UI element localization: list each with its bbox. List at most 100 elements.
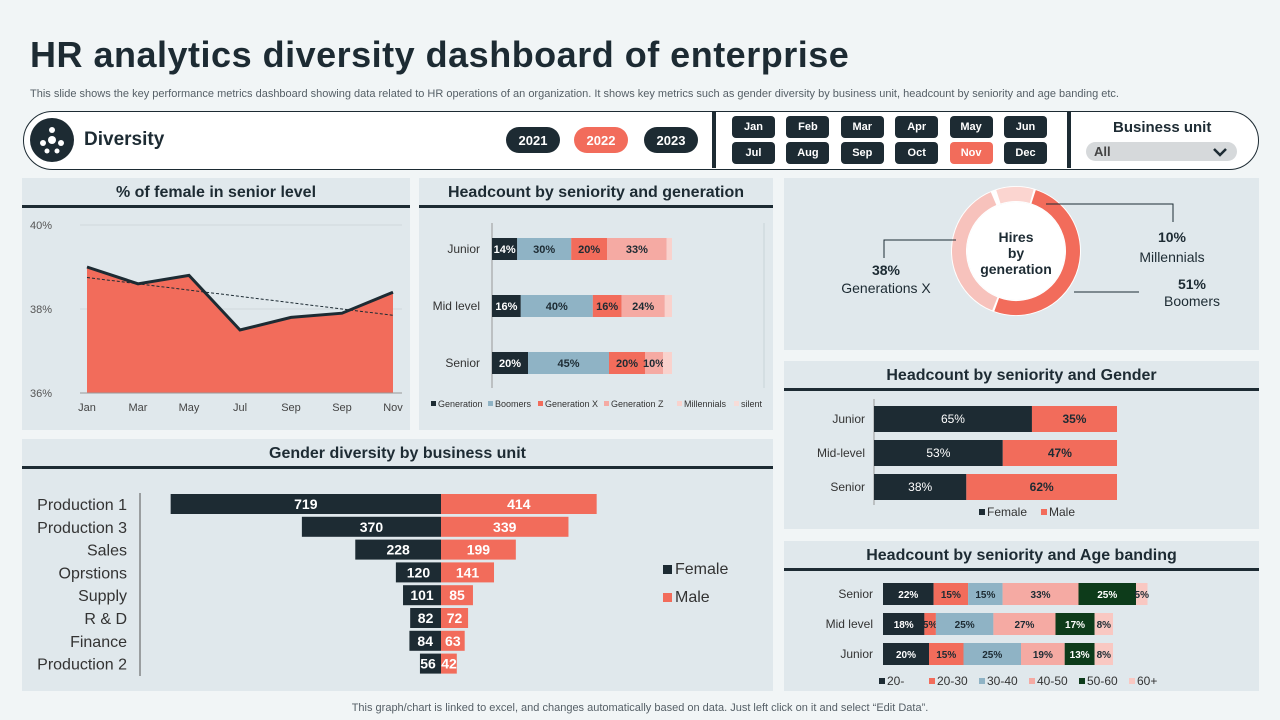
- legend-label: Male: [675, 589, 710, 606]
- data-label: 15%: [975, 590, 995, 601]
- bar-segment: [609, 352, 645, 374]
- data-label: 40%: [546, 301, 568, 313]
- month-sep-button[interactable]: Sep: [840, 142, 884, 164]
- x-tick-label: Nov: [383, 402, 403, 414]
- data-label: 47%: [1048, 446, 1072, 460]
- female-value-label: 56: [420, 656, 436, 672]
- bar-segment: [1021, 643, 1065, 665]
- bar-segment: [874, 474, 967, 500]
- legend-swatch: [488, 401, 493, 406]
- bar-segment: [883, 643, 929, 665]
- month-dec-button[interactable]: Dec: [1004, 142, 1047, 164]
- bar-segment: [663, 352, 672, 374]
- bar-segment: [607, 238, 667, 260]
- data-label: 13%: [1070, 650, 1090, 661]
- legend-swatch: [979, 509, 985, 515]
- seniority-generation-chart: Junior 14% 30% 20% 33% Mid level 16% 40% 16% 24% S…: [431, 223, 765, 409]
- month-may-button[interactable]: May: [949, 116, 993, 138]
- legend-swatch: [1029, 678, 1035, 684]
- y-tick-label: 36%: [30, 388, 52, 400]
- year-2021-button[interactable]: 2021: [506, 127, 560, 153]
- female-bar: [170, 494, 441, 514]
- legend-label: Male: [1049, 505, 1075, 519]
- data-label: 19%: [1033, 650, 1053, 661]
- year-2022-button[interactable]: 2022: [574, 127, 628, 153]
- legend-label: 60+: [1137, 674, 1157, 688]
- slice-value-label: 10%: [1158, 229, 1187, 245]
- month-oct-button[interactable]: Oct: [895, 142, 939, 164]
- category-label: Production 1: [37, 497, 127, 514]
- bar-segment: [592, 295, 622, 317]
- bar-segment: [883, 613, 925, 635]
- bar-segment: [1031, 406, 1117, 432]
- legend-swatch: [1129, 678, 1135, 684]
- data-label: 27%: [1014, 620, 1034, 631]
- bar-segment: [492, 352, 528, 374]
- seniority-age-panel: Headcount by seniority and Age banding S…: [784, 541, 1259, 691]
- data-label: 8%: [1097, 620, 1112, 631]
- female-bar: [395, 562, 441, 583]
- month-aug-button[interactable]: Aug: [786, 142, 830, 164]
- female-bar: [301, 516, 441, 537]
- male-bar: [441, 608, 469, 628]
- data-label: 16%: [495, 301, 517, 313]
- bar-segment: [933, 583, 969, 605]
- month-jun-button[interactable]: Jun: [1004, 116, 1047, 138]
- gender-bu-title: Gender diversity by business unit: [22, 439, 773, 469]
- data-label: 30%: [533, 244, 555, 256]
- female-value-label: 82: [418, 610, 434, 626]
- donut-slice: [952, 187, 1080, 315]
- data-label: 25%: [982, 650, 1002, 661]
- trendline: [86, 277, 394, 316]
- legend-label: Generation X: [545, 399, 598, 409]
- female-senior-chart: 40% 38% 36% Jan Mar May Jul Sep Sep Nov: [30, 220, 403, 414]
- donut-center-label: by: [1008, 245, 1025, 261]
- data-label: 65%: [941, 412, 965, 426]
- gender-bu-chart: Production 1 719 414 Production 3 370 339 Sale…: [37, 493, 728, 676]
- legend-swatch: [677, 401, 682, 406]
- bar-segment: [571, 238, 608, 260]
- donut-center-label: Hires: [998, 229, 1033, 245]
- female-value-label: 84: [417, 633, 433, 649]
- month-jan-button[interactable]: Jan: [732, 116, 775, 138]
- category-label: Finance: [70, 634, 127, 651]
- data-label: 5%: [1135, 590, 1150, 601]
- male-value-label: 85: [449, 587, 465, 603]
- legend-swatch: [734, 401, 739, 406]
- bar-segment: [924, 613, 936, 635]
- month-nov-button[interactable]: Nov: [949, 142, 993, 164]
- bar-segment: [492, 238, 518, 260]
- bar-segment: [1064, 643, 1095, 665]
- category-label: Junior: [840, 647, 873, 661]
- category-label: Mid level: [433, 299, 480, 313]
- x-tick-label: Sep: [332, 402, 352, 414]
- legend-swatch: [604, 401, 609, 406]
- male-bar: [441, 494, 597, 514]
- gender-bu-panel: Gender diversity by business unit Produc…: [22, 439, 773, 691]
- bar-segment: [929, 643, 964, 665]
- bar-segment: [1094, 643, 1113, 665]
- bar-segment: [966, 474, 1117, 500]
- month-jul-button[interactable]: Jul: [732, 142, 775, 164]
- x-tick-label: Jul: [233, 402, 247, 414]
- data-label: 10%: [643, 358, 665, 370]
- business-unit-select[interactable]: All: [1086, 142, 1237, 161]
- male-value-label: 199: [467, 542, 491, 558]
- year-2023-button[interactable]: 2023: [644, 127, 698, 153]
- data-label: 20%: [578, 244, 600, 256]
- category-label: Production 2: [37, 657, 127, 674]
- legend-label: Millennials: [684, 399, 727, 409]
- legend-label: Female: [675, 561, 728, 578]
- bar-segment: [621, 295, 665, 317]
- slice-value-label: 38%: [872, 262, 901, 278]
- male-bar: [441, 630, 465, 651]
- legend-swatch: [663, 593, 672, 602]
- legend-swatch: [663, 565, 672, 574]
- seniority-age-title: Headcount by seniority and Age banding: [784, 541, 1259, 571]
- month-apr-button[interactable]: Apr: [895, 116, 939, 138]
- bar-segment: [1136, 583, 1148, 605]
- month-feb-button[interactable]: Feb: [786, 116, 830, 138]
- month-mar-button[interactable]: Mar: [840, 116, 884, 138]
- bar-segment: [1002, 440, 1117, 466]
